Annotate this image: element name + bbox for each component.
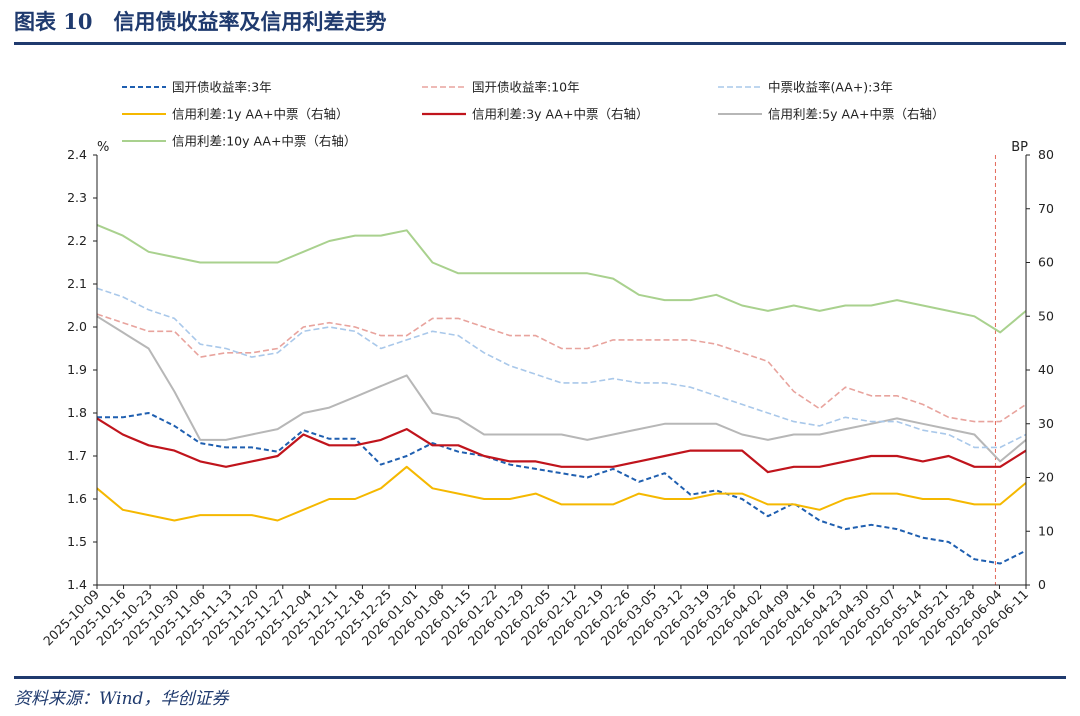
source-rule <box>14 676 1066 679</box>
left-tick-label: 2.2 <box>67 233 87 248</box>
axes: 1.4 1.5 1.6 1.7 1.8 1.9 2.0 2.1 2.2 2.3 2.4 0 10 20 30… <box>40 140 1054 648</box>
series-line <box>96 417 1027 474</box>
right-tick-label: 0 <box>1038 577 1046 592</box>
right-tick-label: 80 <box>1038 147 1054 162</box>
left-tick-label: 1.9 <box>67 362 87 377</box>
left-tick-label: 1.5 <box>67 534 87 549</box>
left-tick-label: 1.6 <box>67 491 87 506</box>
left-tick-label: 2.1 <box>67 276 87 291</box>
right-tick-label: 50 <box>1038 308 1054 323</box>
left-tick-label: 1.8 <box>67 405 87 420</box>
legend-label: 信用利差:1y AA+中票（右轴） <box>172 107 348 122</box>
left-tick-label: 2.4 <box>67 147 87 162</box>
legend-label: 国开债收益率:10年 <box>472 80 580 95</box>
right-tick-label: 60 <box>1038 255 1054 270</box>
right-tick-label: 70 <box>1038 201 1054 216</box>
legend-label: 信用利差:10y AA+中票（右轴） <box>172 134 356 149</box>
series-line <box>96 313 1027 423</box>
legend-label: 国开债收益率:3年 <box>172 80 272 95</box>
legend-label: 信用利差:3y AA+中票（右轴） <box>472 107 648 122</box>
right-tick-label: 30 <box>1038 416 1054 431</box>
left-tick-label: 2.0 <box>67 319 87 334</box>
series-line <box>96 315 1027 463</box>
series-line <box>96 465 1027 522</box>
title-rule <box>14 42 1066 45</box>
plot-lines <box>96 155 1027 585</box>
series-line <box>96 287 1027 449</box>
right-axis-unit: BP <box>1011 140 1028 155</box>
series-line <box>97 412 1027 565</box>
legend-label: 信用利差:5y AA+中票（右轴） <box>768 107 944 122</box>
figure-title: 图表 10 信用债收益率及信用利差走势 <box>14 9 387 34</box>
left-tick-label: 1.4 <box>67 577 87 592</box>
series-line <box>96 223 1027 334</box>
left-axis-unit: % <box>97 140 109 155</box>
source-note: 资料来源：Wind，华创证券 <box>14 689 229 709</box>
right-tick-label: 10 <box>1038 523 1054 538</box>
left-tick-label: 2.3 <box>67 190 87 205</box>
legend: 国开债收益率:3年 国开债收益率:10年 中票收益率(AA+):3年信用利差:1y … <box>122 80 944 149</box>
right-tick-label: 20 <box>1038 470 1054 485</box>
left-tick-label: 1.7 <box>67 448 87 463</box>
right-tick-label: 40 <box>1038 362 1054 377</box>
legend-label: 中票收益率(AA+):3年 <box>768 80 893 95</box>
